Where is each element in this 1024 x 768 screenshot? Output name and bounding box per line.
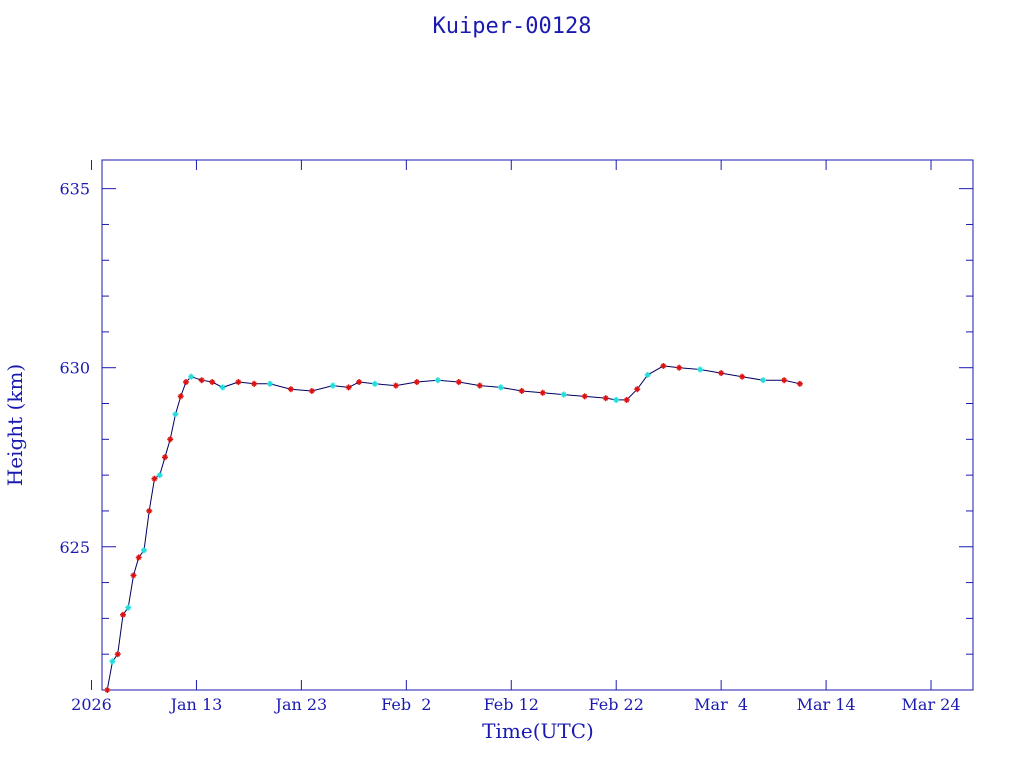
y-axis-label: Height (km) xyxy=(3,364,27,486)
data-point xyxy=(251,380,258,387)
y-tick-label: 625 xyxy=(59,538,90,557)
data-point xyxy=(235,379,242,386)
y-tick-label: 635 xyxy=(59,180,90,199)
data-point xyxy=(219,384,226,391)
data-point xyxy=(146,507,153,514)
data-point xyxy=(167,436,174,443)
data-point xyxy=(329,382,336,389)
x-axis-label: Time(UTC) xyxy=(482,719,594,743)
data-point xyxy=(455,379,462,386)
data-point xyxy=(718,370,725,377)
x-tick-label: Feb 12 xyxy=(484,695,539,714)
data-point xyxy=(613,396,620,403)
x-tick-label: Feb 2 xyxy=(381,695,431,714)
data-point xyxy=(623,396,630,403)
data-point xyxy=(476,382,483,389)
data-point xyxy=(781,377,788,384)
x-tick-label: Jan 23 xyxy=(274,695,328,714)
data-point xyxy=(345,384,352,391)
x-tick-label: Feb 22 xyxy=(589,695,644,714)
data-point xyxy=(287,386,294,393)
data-point xyxy=(198,377,205,384)
data-point xyxy=(760,377,767,384)
data-point xyxy=(539,389,546,396)
x-tick-label: Mar 4 xyxy=(694,695,748,714)
data-point xyxy=(739,373,746,380)
data-point xyxy=(109,658,116,665)
data-point xyxy=(266,380,273,387)
data-point xyxy=(151,475,158,482)
x-tick-label: 2026 xyxy=(71,695,112,714)
data-point xyxy=(177,393,184,400)
y-tick-label: 630 xyxy=(59,359,90,378)
x-tick-label: Mar 14 xyxy=(797,695,856,714)
data-point xyxy=(308,387,315,394)
plot-frame xyxy=(101,159,974,691)
data-point xyxy=(796,380,803,387)
x-tick-label: Jan 13 xyxy=(169,695,223,714)
data-point xyxy=(434,377,441,384)
y-axis-ticks: 625 630 635 xyxy=(59,180,973,655)
data-point xyxy=(634,386,641,393)
data-point xyxy=(130,572,137,579)
chart-title: Kuiper-00128 xyxy=(432,14,592,39)
data-point xyxy=(392,382,399,389)
data-point xyxy=(676,364,683,371)
data-point xyxy=(497,384,504,391)
data-point xyxy=(209,379,216,386)
data-point xyxy=(135,554,142,561)
data-point xyxy=(660,362,667,369)
data-point xyxy=(156,472,163,479)
data-point xyxy=(581,393,588,400)
series-group xyxy=(104,362,803,693)
data-point xyxy=(602,395,609,402)
data-point xyxy=(140,547,147,554)
data-point xyxy=(356,379,363,386)
data-point xyxy=(182,379,189,386)
data-point xyxy=(371,380,378,387)
data-point xyxy=(125,604,132,611)
data-point xyxy=(560,391,567,398)
data-point xyxy=(161,454,168,461)
data-point xyxy=(114,651,121,658)
data-point xyxy=(518,387,525,394)
x-axis-ticks: 2026 Jan 13 Jan 23 Feb 2 Feb 12 Feb 22 Mar 4 Ma… xyxy=(71,160,961,714)
data-point xyxy=(644,371,651,378)
data-point xyxy=(188,373,195,380)
data-point xyxy=(697,366,704,373)
data-point xyxy=(104,687,111,693)
x-tick-label: Mar 24 xyxy=(902,695,961,714)
data-point xyxy=(172,411,179,418)
series-line xyxy=(106,365,800,691)
data-point xyxy=(413,379,420,386)
data-point xyxy=(119,611,126,618)
